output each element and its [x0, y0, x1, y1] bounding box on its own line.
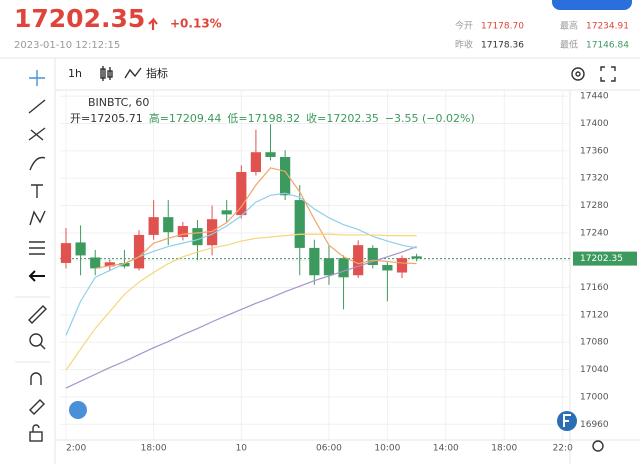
stat-label: 昨收: [455, 39, 473, 51]
candle-body: [192, 228, 203, 246]
y-tick-label: 17160: [580, 283, 609, 293]
candle-body: [382, 265, 393, 271]
candle-body: [236, 172, 247, 216]
moving-average: [65, 233, 417, 371]
candle-body: [280, 156, 291, 196]
y-tick-label: 17280: [580, 201, 609, 211]
x-tick-label: 10: [236, 444, 248, 454]
y-tick-label: 16960: [580, 420, 609, 430]
fullscreen-icon[interactable]: [600, 66, 616, 82]
candle-body: [119, 262, 130, 267]
candle-body: [133, 234, 145, 269]
candle-body: [250, 152, 262, 173]
symbol: BINBTC, 60: [88, 96, 149, 109]
candle-body: [411, 256, 422, 259]
candle-body: [294, 200, 305, 248]
y-tick-label: 17360: [580, 146, 609, 156]
x-tick-label: 10:00: [374, 444, 400, 454]
y-tick-label: 17040: [580, 365, 609, 375]
candle-body: [206, 219, 218, 246]
stat-value: 17178.36: [481, 41, 524, 51]
candle-body: [353, 245, 364, 276]
y-tick-label: 17440: [580, 92, 609, 102]
candle-body: [75, 242, 86, 256]
f-badge-letter: [563, 414, 571, 427]
candle-body: [367, 247, 378, 265]
candle-body: [396, 258, 408, 273]
logo: [69, 401, 87, 419]
stat-value: 17146.84: [586, 41, 629, 51]
candle-body: [60, 243, 72, 263]
y-tick-label: 17320: [580, 174, 609, 184]
candle-body: [90, 257, 101, 269]
price-tag-label: 17202.35: [580, 254, 623, 264]
candle-body: [221, 210, 232, 215]
moving-average: [65, 245, 417, 389]
candle-body: [163, 217, 174, 233]
candle-type-icon[interactable]: [100, 66, 113, 81]
interval[interactable]: 1h: [68, 67, 82, 80]
price: 17202.35: [14, 4, 145, 33]
candle-body: [148, 217, 159, 235]
ohlc-legend: 收=17202.35: [306, 111, 379, 125]
stat-value: 17234.91: [586, 22, 629, 32]
candle-body: [309, 247, 320, 276]
x-tick-label: 18:00: [141, 444, 167, 454]
left-toolbar[interactable]: [28, 70, 47, 442]
ohlc-legend: 开=17205.71: [70, 112, 143, 125]
axis-settings-icon[interactable]: [592, 440, 604, 452]
stat-value: 17178.70: [481, 22, 524, 32]
x-tick-label: 06:00: [316, 444, 342, 454]
candle-body: [323, 258, 335, 276]
x-tick-label: 22:0: [553, 444, 573, 454]
candle-body: [177, 226, 188, 237]
candle-body: [338, 258, 349, 278]
change: +0.13%: [170, 17, 222, 31]
x-tick-label: 14:00: [433, 444, 459, 454]
plot-area: 1696017000170401708017120171601720017240…: [60, 90, 637, 454]
moving-average: [95, 167, 417, 270]
stat-label: 最高: [560, 20, 578, 32]
add-button[interactable]: [552, 0, 632, 10]
timestamp: 2023-01-10 12:12:15: [14, 40, 120, 51]
ohlc-legend: −3.55 (−0.02%): [385, 112, 475, 125]
stat-label: 最低: [560, 39, 578, 51]
y-tick-label: 17120: [580, 310, 609, 320]
settings-icon[interactable]: [571, 67, 585, 81]
candle-body: [104, 262, 115, 267]
indicators[interactable]: 指标: [146, 66, 168, 80]
y-tick-label: 17240: [580, 228, 609, 238]
x-tick-label: 18:00: [491, 444, 517, 454]
up-arrow: [148, 17, 158, 30]
y-tick-label: 17080: [580, 338, 609, 348]
price-tag: [573, 251, 637, 266]
ohlc-legend: 高=17209.44: [149, 111, 222, 125]
y-tick-label: 17400: [580, 119, 609, 129]
x-tick-label: 2:00: [66, 444, 86, 454]
y-tick-label: 17000: [580, 392, 609, 402]
stat-label: 今开: [455, 20, 473, 32]
candle-body: [265, 152, 276, 157]
ohlc-legend: 低=17198.32: [227, 112, 300, 125]
indicator-icon[interactable]: [124, 67, 142, 79]
